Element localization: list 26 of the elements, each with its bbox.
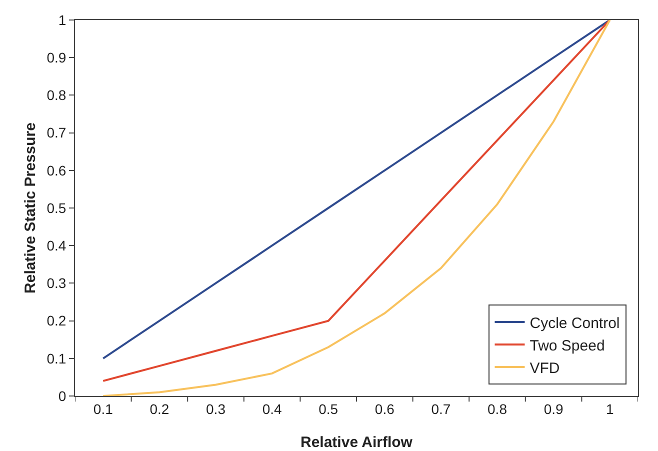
x-tick-label: 0.3 <box>206 400 226 417</box>
legend-label: Cycle Control <box>530 314 620 332</box>
x-tick-label: 0.5 <box>318 400 338 417</box>
y-tick-label: 0.3 <box>46 275 66 292</box>
y-tick-label: 0.6 <box>46 162 66 178</box>
y-tick-label: 0 <box>58 388 66 404</box>
x-tick-label: 0.9 <box>544 400 564 417</box>
x-tick-label: 0.4 <box>262 400 282 417</box>
x-tick-label: 0.6 <box>374 400 395 417</box>
y-tick-label: 0.8 <box>46 87 66 104</box>
y-tick-label: 0.1 <box>46 350 66 366</box>
y-tick-label: 0.7 <box>46 124 66 141</box>
x-tick-label: 0.2 <box>150 400 170 417</box>
x-axis-title: Relative Airflow <box>300 434 413 451</box>
y-tick-label: 1 <box>58 12 66 28</box>
legend-label: VFD <box>530 360 560 377</box>
legend-label: Two Speed <box>530 337 605 354</box>
x-tick-label: 1 <box>606 400 614 417</box>
x-tick-label: 0.1 <box>93 400 114 417</box>
y-axis-title: Relative Static Pressure <box>22 122 39 294</box>
y-tick-label: 0.5 <box>46 200 66 216</box>
x-tick-label: 0.8 <box>488 400 508 417</box>
y-tick-label: 0.4 <box>46 238 66 254</box>
y-tick-label: 0.2 <box>46 312 66 329</box>
y-tick-label: 0.9 <box>46 50 66 66</box>
x-tick-label: 0.7 <box>431 400 451 417</box>
